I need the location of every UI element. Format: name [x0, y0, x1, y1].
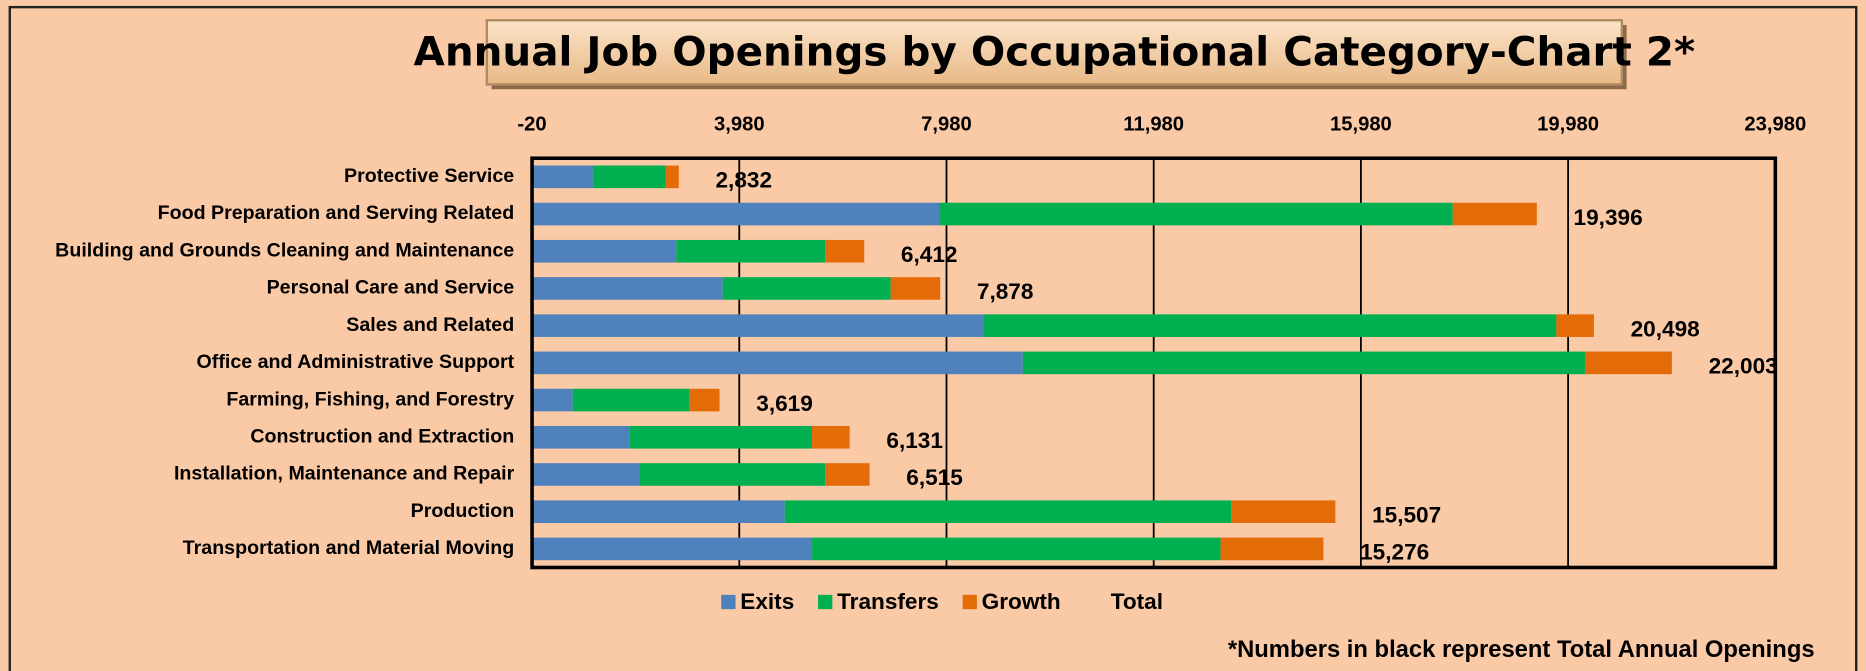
title-box: [485, 19, 1624, 86]
bar-segment: [532, 388, 573, 412]
bar-segment: [532, 463, 640, 486]
bar-segment: [532, 277, 723, 300]
bar-segment: [1452, 202, 1537, 226]
bar-segment: [812, 537, 1221, 561]
frame: [8, 5, 1858, 671]
total-label: 6,131: [886, 428, 943, 453]
legend-label: Exits: [740, 589, 794, 614]
plot-border: [530, 156, 1778, 570]
total-label: 7,878: [977, 279, 1034, 304]
bar-segment: [1584, 351, 1672, 375]
bar-segment: [1231, 500, 1336, 523]
bar-segment: [532, 351, 1023, 375]
x-tick-label: 19,980: [1537, 113, 1599, 135]
total-label: 3,619: [756, 391, 813, 416]
y-tick-label: Personal Care and Service: [267, 277, 515, 299]
legend-swatch: [721, 594, 736, 610]
bar-segment: [532, 239, 677, 263]
bar-segment: [665, 165, 679, 189]
y-tick-label: Transportation and Material Moving: [183, 537, 514, 559]
legend-swatch: [818, 594, 833, 610]
total-label: 6,412: [901, 242, 958, 267]
y-tick-label: Building and Grounds Cleaning and Mainte…: [55, 239, 514, 261]
total-label: 2,832: [715, 168, 772, 193]
y-tick-label: Construction and Extraction: [250, 425, 514, 447]
legend-label: Transfers: [837, 589, 939, 614]
total-label: 20,498: [1631, 316, 1700, 341]
footnote: *Numbers in black represent Total Annual…: [1228, 636, 1815, 663]
bar-segment: [676, 239, 826, 263]
x-tick-label: 15,980: [1330, 113, 1392, 135]
y-tick-label: Production: [411, 500, 515, 522]
total-label: 22,003: [1709, 354, 1778, 379]
bar-segment: [532, 165, 593, 189]
legend-label: Growth: [982, 589, 1061, 614]
y-tick-label: Office and Administrative Support: [197, 351, 515, 373]
total-label: 15,507: [1372, 502, 1441, 527]
legend-label: Total: [1111, 589, 1163, 614]
x-tick-label: -20: [517, 113, 546, 135]
bar-segment: [983, 314, 1557, 337]
bar-segment: [592, 165, 666, 189]
bar-segment: [825, 463, 870, 486]
x-tick-label: 11,980: [1123, 113, 1184, 135]
bar-segment: [784, 500, 1232, 523]
bar-segment: [532, 425, 630, 449]
bar-segment: [1220, 537, 1324, 561]
bar-segment: [825, 239, 865, 263]
bar-segment: [890, 277, 941, 300]
x-tick-label: 7,980: [921, 113, 972, 135]
bar-segment: [532, 202, 940, 226]
y-tick-label: Food Preparation and Serving Related: [158, 202, 515, 224]
bar-segment: [689, 388, 720, 412]
legend-swatch: [962, 594, 977, 610]
bar-segment: [939, 202, 1453, 226]
x-tick-label: 23,980: [1744, 113, 1806, 135]
total-label: 6,515: [906, 465, 963, 490]
bar-segment: [532, 537, 813, 561]
x-tick-label: 3,980: [714, 113, 765, 135]
chart-title: Annual Job Openings by Occupational Cate…: [414, 28, 1696, 76]
y-tick-label: Protective Service: [344, 165, 514, 187]
bar-segment: [1022, 351, 1585, 375]
y-tick-label: Installation, Maintenance and Repair: [174, 463, 515, 485]
total-label: 19,396: [1574, 205, 1643, 230]
y-tick-label: Sales and Related: [346, 314, 514, 336]
bar-segment: [532, 500, 785, 523]
total-label: 15,276: [1360, 540, 1429, 565]
bar-segment: [812, 425, 850, 449]
bar-segment: [1556, 314, 1594, 337]
bar-segment: [722, 277, 891, 300]
y-tick-label: Farming, Fishing, and Forestry: [226, 388, 514, 410]
bar-segment: [572, 388, 690, 412]
bar-segment: [639, 463, 826, 486]
bar-segment: [532, 314, 984, 337]
bar-segment: [629, 425, 813, 449]
